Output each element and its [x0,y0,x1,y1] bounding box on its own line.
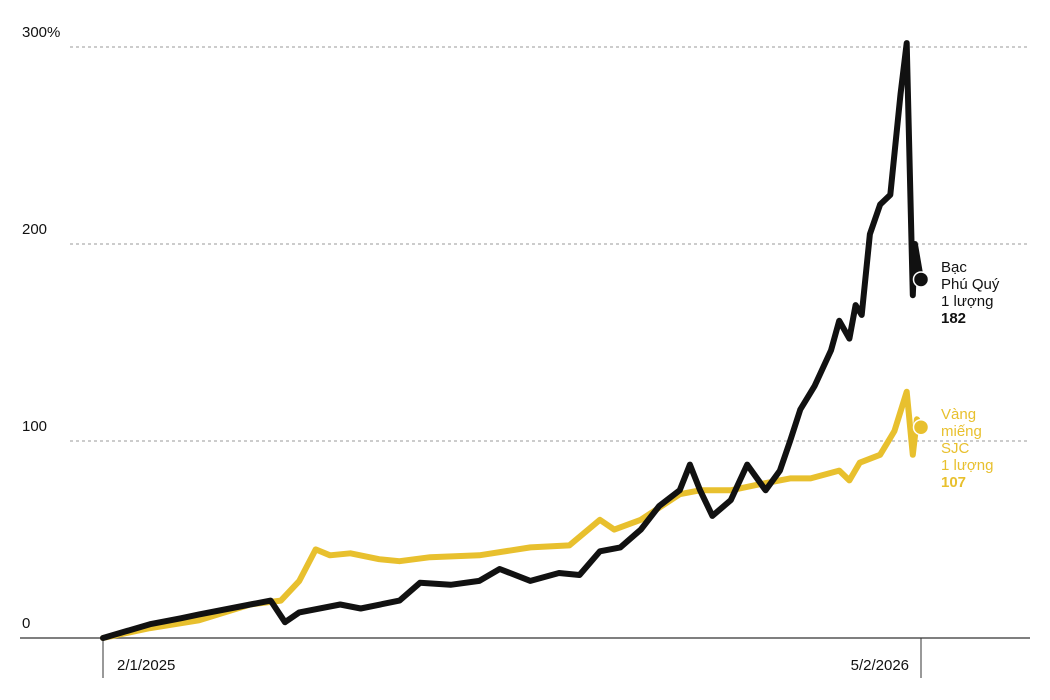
series-line-gold [100,388,924,641]
series-end-value: 107 [941,474,966,491]
series-line-silver [100,40,924,641]
y-tick-label: 300% [22,24,60,41]
y-tick-label: 100 [22,418,47,435]
series-end-marker [912,418,930,436]
x-tick-label: 2/1/2025 [117,657,175,674]
series-label: miếng [941,423,982,440]
y-tick-label: 0 [22,615,30,632]
series-label: Vàng [941,406,976,423]
series-end-value: 182 [941,310,966,327]
series-label: 1 lượng [941,457,993,474]
series-label: Bạc [941,259,967,276]
series-label: SJC [941,440,970,457]
y-tick-label: 200 [22,221,47,238]
series-end-marker [912,271,930,288]
series-label: 1 lượng [941,293,993,310]
x-tick-label: 5/2/2026 [851,657,909,674]
series-label: Phú Quý [941,276,1000,293]
